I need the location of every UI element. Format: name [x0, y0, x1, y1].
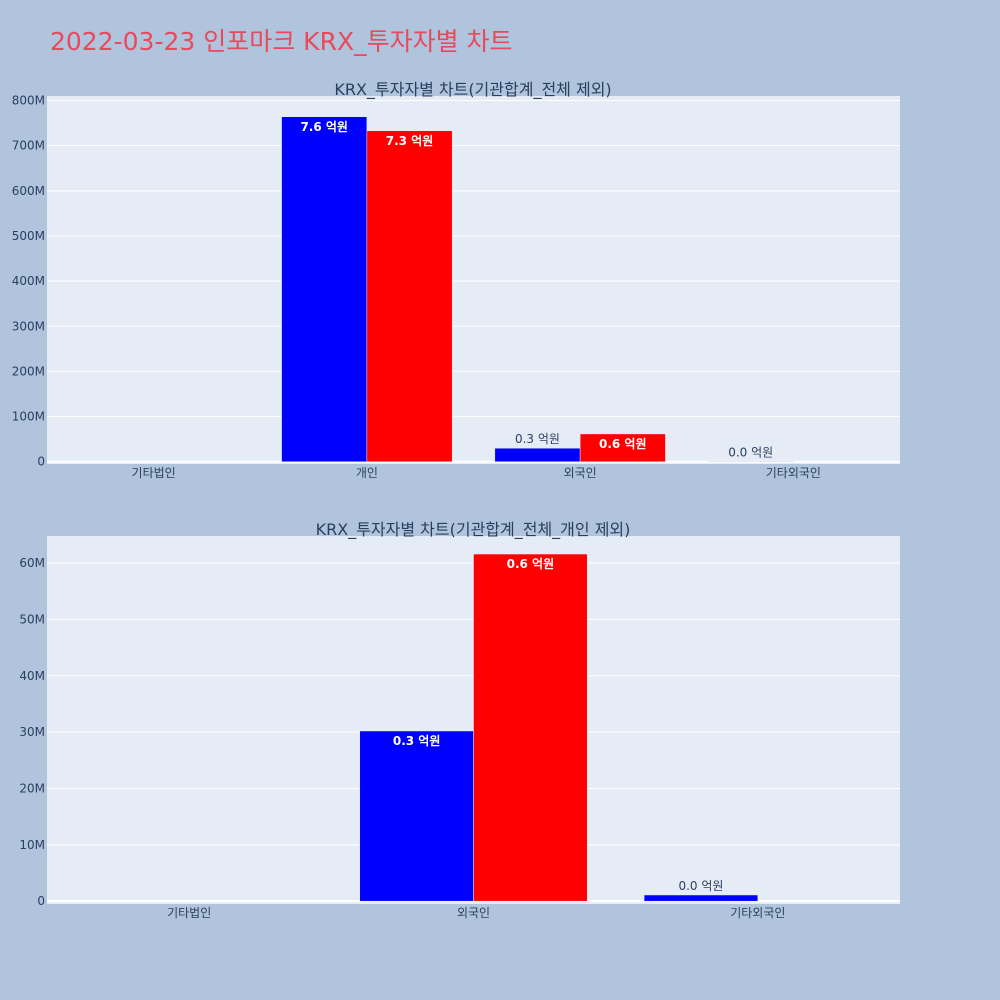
x-tick-label: 기타법인 [167, 906, 211, 920]
data-label: 0.3 억원 [515, 432, 560, 446]
y-tick-label: 40M [19, 669, 45, 683]
y-tick-label: 800M [12, 94, 45, 108]
y-tick-label: 50M [19, 612, 45, 626]
bar [359, 730, 474, 902]
bar [473, 553, 588, 902]
y-tick-label: 700M [12, 139, 45, 153]
data-label: 0.0 억원 [678, 879, 723, 893]
bar [494, 447, 581, 462]
chart-top: KRX_투자자별 차트(기관합계_전체 제외) 0 100M 200M 300M 400… [12, 80, 900, 480]
chart-title-bottom: KRX_투자자별 차트(기관합계_전체_개인 제외) [316, 520, 631, 540]
y-tick-label: 100M [12, 410, 45, 424]
data-label: 0.0 억원 [728, 445, 773, 459]
x-tick-label: 기타외국인 [730, 906, 785, 920]
data-label: 0.3 억원 [393, 734, 441, 748]
bar [366, 130, 453, 462]
x-tick-label: 외국인 [457, 906, 490, 920]
y-tick-label: 500M [12, 229, 45, 243]
y-tick-label: 300M [12, 319, 45, 333]
x-tick-label: 기타외국인 [766, 466, 821, 480]
y-tick-label: 30M [19, 725, 45, 739]
plot-area-top [47, 96, 900, 464]
bar [579, 433, 666, 462]
x-tick-label: 기타법인 [132, 466, 176, 480]
chart-bottom: KRX_투자자별 차트(기관합계_전체_개인 제외) 0 10M 20M 30M 40M… [19, 520, 900, 920]
y-tick-label: 10M [19, 838, 45, 852]
y-tick-label: 0 [37, 894, 45, 908]
bar [643, 894, 759, 902]
x-tick-label: 외국인 [564, 466, 597, 480]
x-tick-label: 개인 [356, 466, 378, 480]
data-label: 7.3 억원 [386, 134, 434, 148]
y-tick-label: 20M [19, 781, 45, 795]
page-title: 2022-03-23 인포마크 KRX_투자자별 차트 [50, 27, 513, 56]
chart-title-top: KRX_투자자별 차트(기관합계_전체 제외) [334, 80, 611, 100]
y-tick-label: 600M [12, 184, 45, 198]
bar [281, 116, 368, 462]
y-tick-label: 60M [19, 556, 45, 570]
y-tick-label: 200M [12, 364, 45, 378]
data-label: 7.6 억원 [300, 120, 348, 134]
y-tick-label: 0 [37, 455, 45, 469]
data-label: 0.6 억원 [599, 437, 647, 451]
y-tick-label: 400M [12, 274, 45, 288]
data-label: 0.6 억원 [507, 557, 555, 571]
